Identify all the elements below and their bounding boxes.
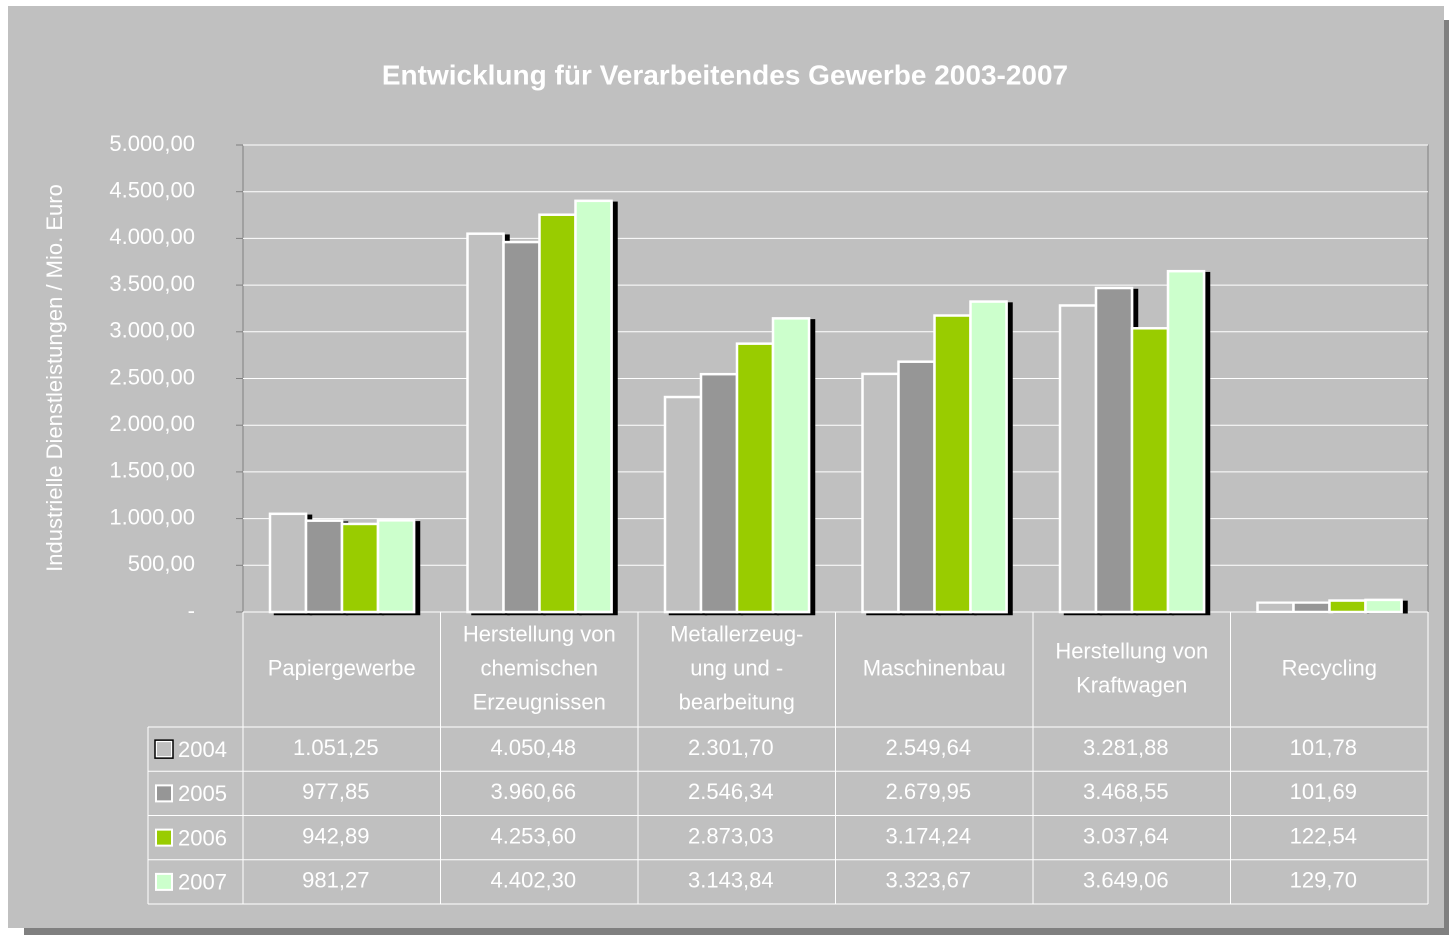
- table-value: 2.679,95: [886, 779, 972, 804]
- table-value: 101,69: [1290, 779, 1357, 804]
- category-label: Papiergewerbe: [268, 655, 416, 680]
- bar: [933, 314, 972, 614]
- table-value: 3.468,55: [1083, 779, 1169, 804]
- y-tick-label: 1.000,00: [109, 504, 195, 529]
- legend-label: 2006: [178, 825, 227, 850]
- y-axis-label: Industrielle Dienstleistungen / Mio. Eur…: [42, 184, 67, 572]
- category-label: Recycling: [1282, 655, 1377, 680]
- table-value: 3.281,88: [1083, 735, 1169, 760]
- legend-label: 2005: [178, 781, 227, 806]
- table-value: 101,78: [1290, 735, 1357, 760]
- table-value: 1.051,25: [293, 735, 379, 760]
- chart-title: Entwicklung für Verarbeitendes Gewerbe 2…: [382, 59, 1068, 90]
- bar: [304, 519, 344, 614]
- legend-label: 2004: [178, 737, 227, 762]
- category-label: Maschinenbau: [863, 655, 1006, 680]
- category-label: Erzeugnissen: [473, 689, 606, 714]
- bar: [699, 372, 739, 614]
- bar: [1166, 269, 1206, 614]
- y-tick-label: 2.500,00: [109, 364, 195, 389]
- bar: [771, 317, 811, 614]
- table-value: 3.037,64: [1083, 823, 1169, 848]
- table-value: 942,89: [302, 823, 369, 848]
- legend-label: 2007: [178, 870, 227, 895]
- bar: [1364, 598, 1403, 614]
- bar: [376, 519, 416, 614]
- y-tick-label: 1.500,00: [109, 458, 195, 483]
- category-label: bearbeitung: [679, 689, 795, 714]
- legend-key: [155, 828, 173, 847]
- category-label: Herstellung von: [1055, 638, 1208, 663]
- bar: [502, 240, 541, 614]
- table-value: 4.253,60: [491, 823, 577, 848]
- bar: [1058, 304, 1098, 614]
- category-label: Metallerzeug-: [670, 621, 803, 646]
- bar: [268, 512, 308, 614]
- bar: [969, 300, 1008, 614]
- table-value: 122,54: [1290, 823, 1357, 848]
- table-value: 3.649,06: [1083, 868, 1169, 893]
- category-label: Herstellung von: [463, 621, 616, 646]
- legend-key: [155, 740, 173, 759]
- y-tick-label: 500,00: [128, 551, 195, 576]
- legend-key-border: [154, 739, 174, 759]
- table-value: 4.402,30: [491, 868, 577, 893]
- bar: [466, 232, 505, 614]
- bar: [1256, 601, 1295, 614]
- bar: [574, 199, 613, 614]
- table-value: 129,70: [1290, 868, 1357, 893]
- category-label: chemischen: [481, 655, 598, 680]
- y-tick-label: -: [188, 598, 195, 623]
- bar: [861, 372, 900, 614]
- table-value: 981,27: [302, 868, 369, 893]
- bar: [1130, 327, 1170, 614]
- bar: [1094, 286, 1134, 614]
- bar: [663, 395, 703, 614]
- y-tick-label: 4.500,00: [109, 178, 195, 203]
- y-tick-label: 4.000,00: [109, 224, 195, 249]
- table-value: 977,85: [302, 779, 369, 804]
- table-value: 2.549,64: [886, 735, 972, 760]
- bar: [1292, 601, 1331, 614]
- legend-key: [155, 784, 173, 803]
- bar: [340, 522, 380, 614]
- category-label: ung und -: [690, 655, 783, 680]
- y-tick-label: 3.500,00: [109, 271, 195, 296]
- y-tick-label: 5.000,00: [109, 131, 195, 156]
- category-label: Kraftwagen: [1076, 672, 1187, 697]
- table-value: 3.960,66: [491, 779, 577, 804]
- bar: [1328, 599, 1367, 614]
- legend-key: [155, 872, 173, 891]
- table-value: 2.546,34: [688, 779, 774, 804]
- bar: [897, 360, 936, 614]
- y-tick-label: 3.000,00: [109, 318, 195, 343]
- y-tick-label: 2.000,00: [109, 411, 195, 436]
- table-value: 3.143,84: [688, 868, 774, 893]
- bar: [735, 342, 775, 614]
- table-value: 3.323,67: [886, 868, 972, 893]
- table-value: 2.873,03: [688, 823, 774, 848]
- bar: [538, 213, 577, 614]
- table-value: 4.050,48: [491, 735, 577, 760]
- table-value: 3.174,24: [886, 823, 972, 848]
- table-value: 2.301,70: [688, 735, 774, 760]
